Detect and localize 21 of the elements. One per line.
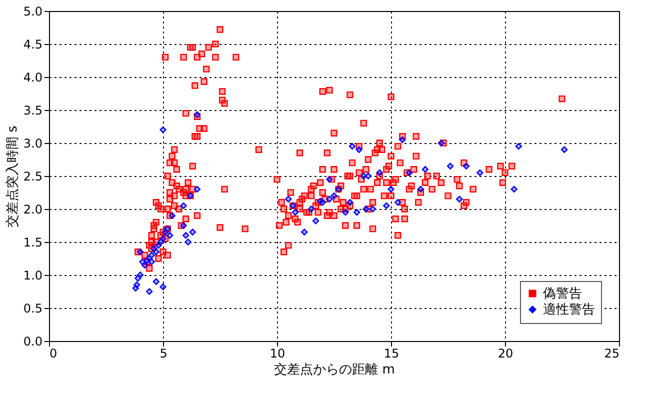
x-tick-label: 25 bbox=[604, 346, 620, 360]
y-tick-label: 4.0 bbox=[23, 70, 42, 84]
y-tick-label: 5.0 bbox=[23, 4, 42, 18]
y-tick-label: 3.0 bbox=[23, 136, 42, 150]
x-tick-label: 0 bbox=[50, 346, 58, 360]
y-tick-label: 0.5 bbox=[23, 302, 42, 316]
legend-label: 偽警告 bbox=[543, 286, 582, 302]
y-tick-label: 3.5 bbox=[23, 104, 42, 118]
x-axis-title: 交差点からの距離 m bbox=[274, 362, 395, 378]
y-tick-label: 0.0 bbox=[23, 334, 42, 348]
x-tick-label: 15 bbox=[384, 346, 400, 360]
y-tick-label: 2.0 bbox=[23, 202, 42, 216]
y-axis-title: 交差点突入時間 s bbox=[4, 125, 20, 228]
x-tick-label: 5 bbox=[160, 346, 168, 360]
x-tick-label: 20 bbox=[498, 346, 514, 360]
y-tick-label: 1.0 bbox=[23, 268, 42, 282]
y-tick-label: 1.5 bbox=[23, 236, 42, 250]
legend-label: 適性警告 bbox=[543, 302, 595, 318]
y-tick-label: 4.5 bbox=[23, 38, 42, 52]
y-tick-label: 2.5 bbox=[23, 170, 42, 184]
x-tick-label: 10 bbox=[270, 346, 286, 360]
